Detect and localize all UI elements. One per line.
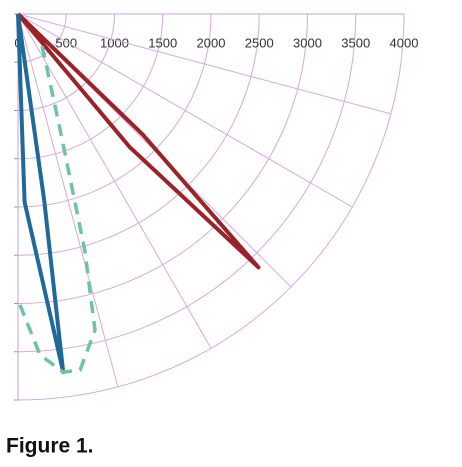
r-tick-label: 1000	[100, 35, 129, 50]
series-line	[16, 13, 66, 375]
r-tick-label: 4000	[390, 35, 419, 50]
series-line	[16, 12, 261, 270]
grid-spoke	[17, 13, 353, 208]
caption: Figure 1.	[6, 435, 94, 458]
r-tick-label: 2500	[245, 35, 274, 50]
r-tick-label: 1500	[148, 35, 177, 50]
grid-spoke	[17, 13, 391, 115]
grid-spoke	[17, 13, 119, 387]
grid-spoke	[17, 13, 212, 349]
r-tick-label: 3500	[341, 35, 370, 50]
r-tick-label: 3000	[293, 35, 322, 50]
series-line	[18, 45, 97, 374]
r-tick-label: 2000	[197, 35, 226, 50]
